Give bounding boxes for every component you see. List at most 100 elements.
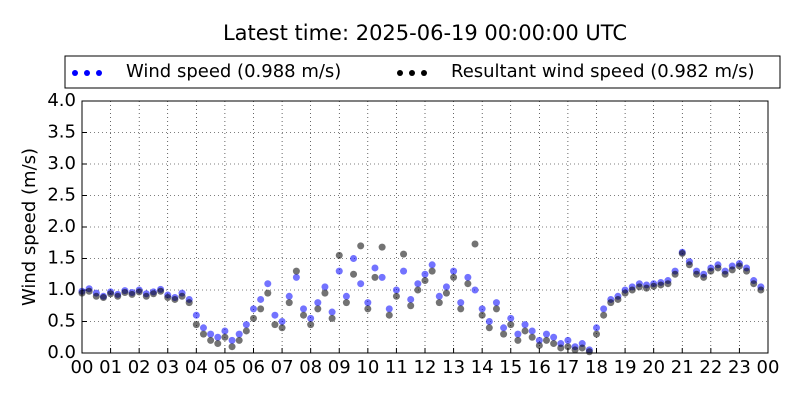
point bbox=[528, 333, 536, 341]
point bbox=[214, 333, 222, 341]
point bbox=[392, 292, 400, 300]
point bbox=[235, 336, 243, 344]
point bbox=[514, 330, 522, 338]
point bbox=[350, 270, 358, 278]
x-tick-label: 03 bbox=[156, 357, 179, 378]
y-tick-label: 1.0 bbox=[47, 279, 76, 300]
point bbox=[693, 270, 701, 278]
point bbox=[321, 289, 329, 297]
point bbox=[678, 249, 686, 257]
x-tick-label: 02 bbox=[128, 357, 151, 378]
point bbox=[257, 305, 265, 313]
point bbox=[435, 292, 443, 300]
point bbox=[221, 327, 229, 335]
point bbox=[157, 287, 165, 295]
y-tick-label: 0.5 bbox=[47, 311, 76, 332]
x-tick-label: 00 bbox=[757, 357, 780, 378]
y-tick-label: 2.5 bbox=[47, 185, 76, 206]
point bbox=[521, 327, 529, 335]
point bbox=[521, 321, 529, 329]
point bbox=[407, 302, 415, 310]
y-tick-label: 3.0 bbox=[47, 153, 76, 174]
chart-title: Latest time: 2025-06-19 00:00:00 UTC bbox=[223, 21, 627, 45]
point bbox=[142, 292, 150, 300]
point bbox=[414, 280, 422, 288]
y-tick-label: 3.5 bbox=[47, 122, 76, 143]
point bbox=[714, 264, 722, 272]
point bbox=[328, 308, 336, 316]
x-tick-label: 12 bbox=[414, 357, 437, 378]
point bbox=[292, 273, 300, 281]
point bbox=[478, 311, 486, 319]
point bbox=[99, 294, 107, 302]
point bbox=[492, 305, 500, 313]
point bbox=[578, 344, 586, 352]
point bbox=[750, 280, 758, 288]
point bbox=[292, 267, 300, 275]
point bbox=[421, 270, 429, 278]
point bbox=[450, 267, 458, 275]
point bbox=[242, 327, 250, 335]
point bbox=[607, 299, 615, 307]
point bbox=[192, 321, 200, 329]
x-tick-label: 04 bbox=[185, 357, 208, 378]
point bbox=[335, 267, 343, 275]
point bbox=[414, 286, 422, 294]
point bbox=[250, 305, 257, 313]
point bbox=[593, 330, 600, 338]
plot-frame bbox=[81, 100, 769, 354]
point bbox=[135, 288, 143, 296]
x-tick-label: 01 bbox=[99, 357, 122, 378]
point bbox=[428, 267, 436, 275]
point bbox=[657, 281, 665, 289]
point bbox=[535, 341, 543, 349]
x-tick-label: 22 bbox=[699, 357, 722, 378]
point bbox=[114, 292, 122, 300]
point bbox=[285, 299, 293, 307]
x-tick-label: 16 bbox=[528, 357, 551, 378]
point bbox=[471, 286, 479, 294]
legend-marker bbox=[397, 70, 403, 76]
point bbox=[128, 290, 136, 298]
x-tick-label: 18 bbox=[585, 357, 608, 378]
point bbox=[264, 280, 272, 288]
legend-label: Wind speed (0.988 m/s) bbox=[126, 61, 341, 82]
point bbox=[278, 324, 286, 332]
point bbox=[385, 305, 393, 313]
legend-marker bbox=[72, 70, 78, 76]
point bbox=[178, 292, 186, 300]
x-tick-label: 21 bbox=[671, 357, 694, 378]
point bbox=[614, 295, 622, 303]
point bbox=[121, 289, 129, 297]
point bbox=[457, 299, 465, 307]
point bbox=[464, 280, 472, 288]
point bbox=[721, 270, 729, 278]
legend-label: Resultant wind speed (0.982 m/s) bbox=[451, 61, 755, 82]
point bbox=[585, 348, 593, 356]
point bbox=[542, 336, 550, 344]
point bbox=[528, 327, 536, 335]
x-tick-label: 05 bbox=[213, 357, 236, 378]
point bbox=[385, 311, 393, 319]
point bbox=[735, 262, 743, 270]
point bbox=[149, 290, 157, 298]
point bbox=[421, 277, 429, 285]
point bbox=[378, 273, 386, 281]
x-tick-label: 07 bbox=[271, 357, 294, 378]
legend-marker bbox=[84, 70, 90, 76]
point bbox=[257, 295, 265, 303]
x-tick-label: 11 bbox=[385, 357, 408, 378]
point bbox=[457, 305, 465, 313]
x-tick-label: 14 bbox=[471, 357, 494, 378]
point bbox=[485, 324, 493, 332]
point bbox=[400, 267, 408, 275]
y-axis-label: Wind speed (m/s) bbox=[19, 148, 40, 306]
point bbox=[300, 311, 308, 319]
point bbox=[635, 283, 643, 291]
point bbox=[285, 292, 293, 300]
point bbox=[485, 318, 493, 325]
point bbox=[442, 283, 450, 291]
point bbox=[235, 330, 243, 338]
point bbox=[407, 295, 415, 303]
point bbox=[164, 294, 172, 302]
